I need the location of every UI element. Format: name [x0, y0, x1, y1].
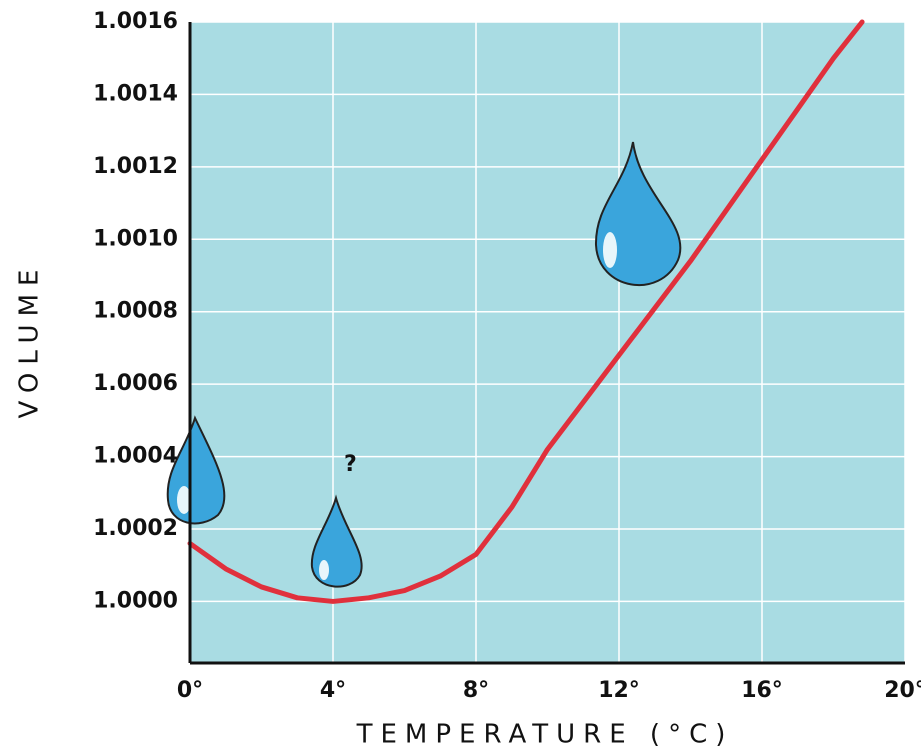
x-tick-label: 16°: [741, 678, 783, 703]
x-tick-label: 20°: [884, 678, 921, 703]
x-tick-label: 12°: [598, 678, 640, 703]
chart: ? TEMPERATURE (°C) VOLUME 1.0000 1.0002 1.…: [0, 0, 921, 754]
y-tick-label: 1.0004: [93, 444, 178, 469]
y-tick-label: 1.0000: [93, 588, 178, 613]
question-mark: ?: [344, 452, 357, 477]
y-tick-label: 1.0014: [93, 81, 178, 106]
y-tick-label: 1.0012: [93, 154, 178, 179]
y-axis-title: VOLUME: [15, 262, 45, 419]
y-tick-label: 1.0006: [93, 371, 178, 396]
y-tick-label: 1.0008: [93, 299, 178, 324]
y-tick-label: 1.0002: [93, 516, 178, 541]
plot-background: [190, 22, 905, 663]
x-axis-title: TEMPERATURE (°C): [356, 720, 734, 750]
y-tick-label: 1.0016: [93, 9, 178, 34]
x-tick-label: 4°: [320, 678, 346, 703]
y-tick-label: 1.0010: [93, 226, 178, 251]
x-tick-label: 0°: [177, 678, 203, 703]
x-tick-label: 8°: [463, 678, 489, 703]
